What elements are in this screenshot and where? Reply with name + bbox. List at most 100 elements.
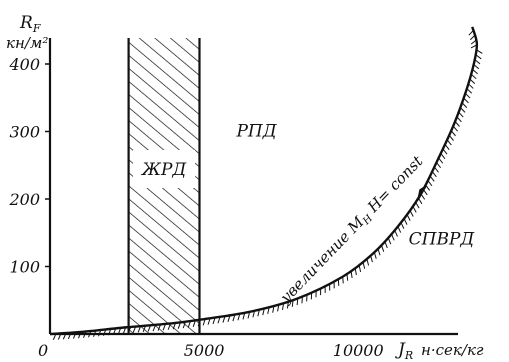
curve-hatch-mark — [409, 210, 414, 217]
curve-hatch-mark — [460, 107, 466, 113]
curve-hatch-mark — [112, 328, 117, 335]
curve-hatch-mark — [202, 318, 206, 326]
curve-hatch-mark — [370, 255, 373, 263]
curve-hatch-mark — [102, 329, 107, 336]
curve-hatch-mark — [247, 311, 251, 319]
curve-hatch-mark — [384, 241, 388, 249]
curve-hatch-mark — [436, 162, 442, 169]
curve-hatch-mark — [461, 102, 468, 108]
x-tick-label: 5000 — [184, 341, 225, 360]
curve-hatch-mark — [98, 329, 102, 337]
curve-hatch-mark — [446, 139, 452, 146]
direction-arrow — [417, 185, 427, 201]
curve-hatch-mark — [147, 325, 152, 332]
curve-hatch-mark — [232, 314, 236, 322]
curve-hatch-mark — [152, 324, 157, 332]
curve-hatch-mark — [192, 320, 196, 327]
curve-hatch-mark — [350, 271, 353, 279]
x-axis-title: JR — [395, 340, 413, 362]
curve-hatch-mark — [472, 68, 478, 75]
curve-hatch-mark — [377, 248, 381, 256]
curve-hatch-mark — [137, 325, 142, 333]
curve-hatch-mark — [440, 153, 446, 160]
curve-hatch-mark — [117, 327, 122, 335]
curve-hatch-mark — [62, 332, 67, 340]
curve-hatch-mark — [452, 125, 458, 132]
curve-hatch-mark — [342, 276, 344, 284]
curve-hatch-mark — [470, 39, 477, 45]
curve-hatch-mark — [381, 245, 385, 252]
curve-hatch-mark — [237, 313, 241, 321]
y-axis-title: RF — [19, 13, 41, 35]
curve-hatch-mark — [394, 230, 398, 237]
curve-hatch-mark — [358, 265, 362, 273]
curve-hatch-mark — [425, 184, 431, 191]
curve-hatch-mark — [346, 274, 349, 281]
curve-hatch-mark — [400, 222, 405, 229]
curve-hatch-mark — [444, 144, 450, 150]
curve-hatch-mark — [207, 318, 211, 325]
boundary-curve — [49, 26, 483, 341]
curve-annotation: увеличение MH H= const — [276, 151, 429, 308]
curve-hatch-mark — [469, 78, 476, 84]
curve-hatch-mark — [257, 309, 260, 317]
curve-hatch-mark — [296, 298, 299, 306]
curve-hatch-mark — [431, 171, 437, 178]
x-axis-unit: н·сек/кг — [421, 341, 484, 359]
curve-hatch-mark — [177, 322, 181, 329]
curve-hatch-mark — [466, 88, 473, 94]
curve-hatch-mark — [282, 303, 285, 311]
curve-hatch-mark — [427, 180, 433, 187]
curve-hatch-mark — [470, 44, 478, 49]
curve-hatch-mark — [473, 64, 480, 70]
curve-hatch-mark — [373, 252, 377, 259]
curve-hatch-mark — [397, 226, 402, 233]
jrd-label-mask — [133, 150, 196, 188]
x-tick-label: 0 — [38, 341, 48, 360]
curve-hatch-mark — [438, 157, 444, 164]
curve-hatch-mark — [463, 97, 469, 104]
curve-hatch-mark — [458, 111, 464, 118]
curve-hatch-mark — [157, 324, 162, 331]
curve-hatch-mark — [72, 332, 77, 339]
curve-hatch-mark — [456, 116, 462, 123]
curve-hatch-mark — [476, 49, 483, 54]
curve-hatch-mark — [217, 316, 221, 324]
jrd-label: ЖРД — [141, 160, 188, 180]
curve-hatch-mark — [415, 202, 420, 209]
curve-hatch-mark — [83, 331, 87, 338]
y-axis-unit: кн/м² — [6, 34, 48, 52]
curve-hatch-mark — [387, 237, 392, 245]
region-label: РПД — [235, 122, 277, 142]
curve-hatch-mark — [277, 304, 280, 312]
curve-hatch-mark — [162, 323, 167, 331]
curve-hatch-mark — [222, 316, 226, 323]
curve-hatch-mark — [354, 268, 357, 276]
curve-hatch-mark — [475, 54, 482, 60]
curve-hatch-mark — [167, 323, 171, 330]
curve-hatch-mark — [474, 59, 481, 65]
curve-hatch-mark — [412, 206, 417, 213]
curve-hatch-mark — [262, 308, 265, 316]
curve-hatch-mark — [172, 322, 176, 330]
curve-hatch-mark — [433, 166, 439, 173]
curve-hatch-mark — [197, 319, 201, 327]
curve-hatch-mark — [406, 214, 411, 221]
curve-hatch-mark — [454, 121, 460, 127]
region-label: СПВРД — [409, 230, 476, 250]
curve-hatch-mark — [403, 218, 408, 225]
curve-hatch-mark — [366, 258, 370, 266]
curve-hatch-mark — [469, 34, 476, 41]
y-tick-label: 400 — [8, 55, 40, 74]
y-tick-label: 200 — [8, 190, 40, 209]
series-line — [49, 26, 479, 336]
curve-hatch-mark — [464, 92, 471, 99]
curve-hatch-mark — [252, 310, 256, 318]
curve-hatch-mark — [187, 320, 191, 328]
curve-hatch-mark — [391, 233, 395, 241]
x-tick-label: 10000 — [333, 341, 384, 360]
curve-hatch-mark — [468, 29, 474, 36]
curve-hatch-mark — [227, 315, 231, 322]
curve-hatch-mark — [93, 330, 97, 337]
